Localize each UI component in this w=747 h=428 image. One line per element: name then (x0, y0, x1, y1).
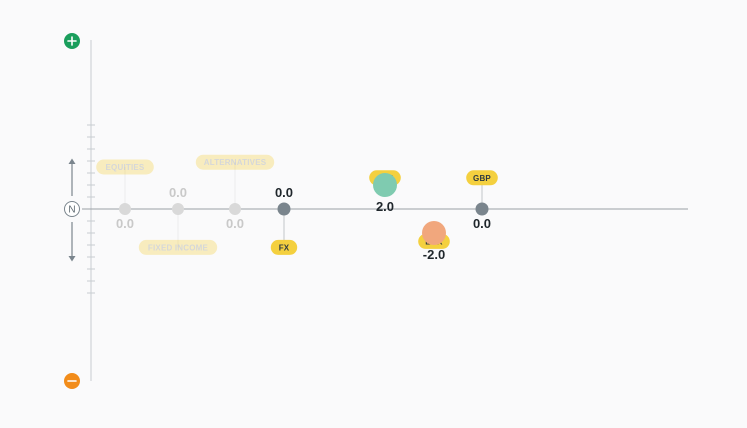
value-label-eur: -2.0 (423, 247, 445, 262)
tag-label-fx: FX (279, 243, 290, 252)
value-label-equities: 0.0 (116, 216, 134, 231)
neutral-marker (64, 201, 80, 217)
tag-label-fixed-income: FIXED INCOME (148, 243, 209, 252)
point-eur[interactable] (422, 221, 446, 245)
tag-pill-gbp (466, 170, 498, 186)
tag-pill-alternatives (195, 154, 275, 170)
tag-label-equities: EQUITIES (106, 163, 145, 172)
value-label-fixed-income: 0.0 (169, 185, 187, 200)
tag-gbp[interactable]: GBP (466, 170, 498, 186)
tag-pill-fixed-income (138, 239, 218, 255)
tag-fixed-income[interactable]: FIXED INCOME (138, 239, 218, 255)
value-label-alternatives: 0.0 (226, 216, 244, 231)
tag-equities[interactable]: EQUITIES (96, 159, 154, 175)
down-arrow-head-icon (68, 256, 76, 262)
point-jpy[interactable] (373, 173, 397, 197)
point-gbp[interactable] (475, 202, 489, 216)
tag-pill-equities (96, 159, 154, 175)
point-fixed-income[interactable] (172, 203, 184, 215)
point-fx[interactable] (277, 202, 291, 216)
value-label-fx: 0.0 (275, 185, 293, 200)
point-equities[interactable] (119, 203, 131, 215)
tag-label-alternatives: ALTERNATIVES (204, 158, 267, 167)
tag-alternatives[interactable]: ALTERNATIVES (195, 154, 275, 170)
neutral-label: N (68, 205, 75, 216)
tag-pill-fx (270, 239, 298, 255)
point-alternatives[interactable] (229, 203, 241, 215)
up-arrow-head-icon (68, 158, 76, 164)
value-label-gbp: 0.0 (473, 216, 491, 231)
tag-fx[interactable]: FX (270, 239, 298, 255)
tag-label-gbp: GBP (473, 174, 491, 183)
value-label-jpy: 2.0 (376, 199, 394, 214)
